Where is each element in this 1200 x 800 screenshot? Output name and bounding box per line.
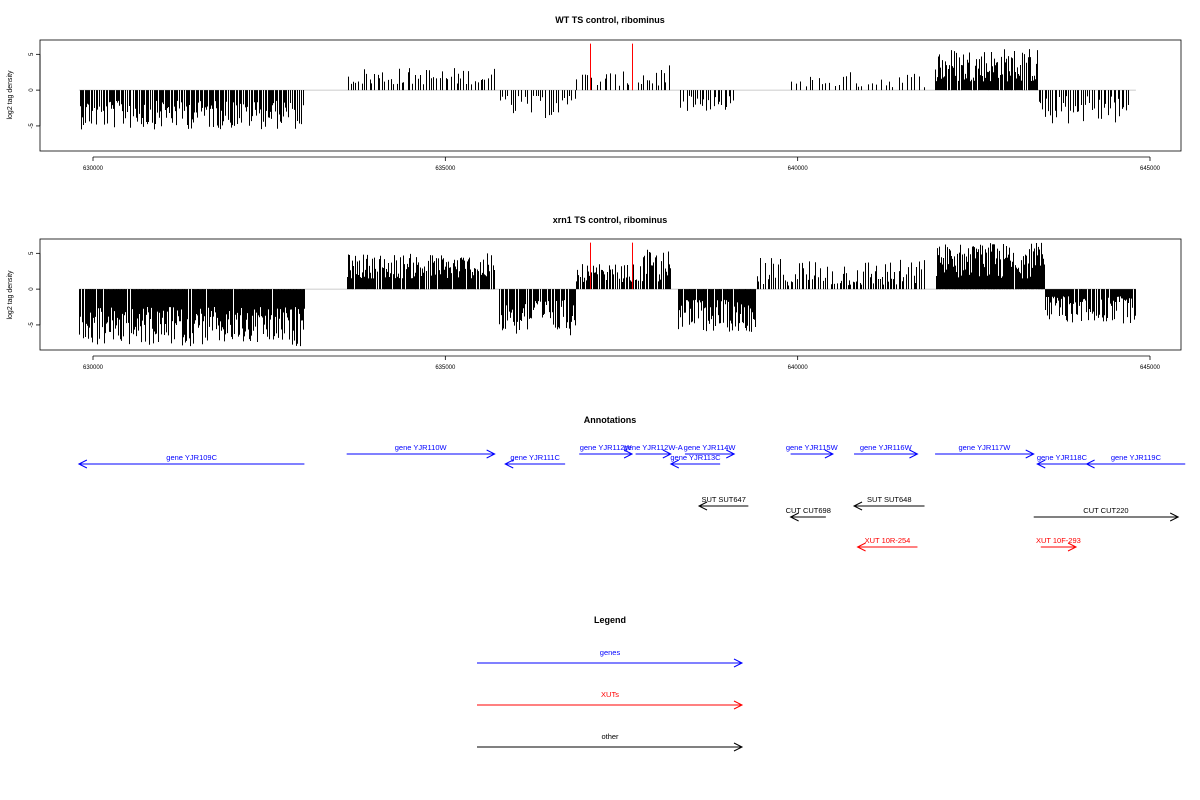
wt-y-axis-label: log2 tag density: [7, 70, 14, 120]
annotation-label: gene YJR112W: [580, 443, 633, 452]
x-tick-label: 635000: [435, 166, 456, 172]
xrn1-track-panel: xrn1 TS control, ribominus log2 tag dens…: [7, 215, 1182, 371]
annotation-arrow-arrowhead: [697, 501, 708, 511]
annotation-label: gene YJR115W: [786, 443, 839, 452]
wt-track-title: WT TS control, ribominus: [555, 15, 665, 25]
annotation-label: gene YJR116W: [860, 443, 913, 452]
legend-arrow-arrowhead: [733, 700, 744, 710]
legend-label: genes: [600, 648, 621, 657]
wt-axes: -5 0 5 630000 635000 640000 645000: [29, 52, 1161, 172]
annotation-arrow-arrowhead: [623, 449, 634, 459]
annotation-label: gene YJR112W-A: [624, 443, 683, 452]
y-tick-label: 5: [29, 52, 35, 56]
x-tick-label: 645000: [1140, 166, 1161, 172]
annotation-feature: gene YJR113C: [669, 453, 721, 469]
y-tick-label: 0: [29, 287, 35, 291]
x-tick-label: 630000: [83, 166, 104, 172]
x-tick-label: 640000: [788, 166, 809, 172]
annotation-label: gene YJR113C: [670, 453, 721, 462]
legend-label: XUTs: [601, 690, 619, 699]
annotation-feature: gene YJR116W: [854, 443, 919, 459]
annotation-arrow-arrowhead: [789, 512, 799, 522]
annotation-arrow-arrowhead: [1169, 512, 1180, 522]
legend-entry: genes: [477, 648, 744, 668]
annotation-feature: gene YJR109C: [77, 453, 305, 469]
y-tick-label: -5: [29, 322, 35, 328]
annotation-label: CUT CUT220: [1083, 506, 1128, 515]
legend-entries: genes XUTs other: [477, 648, 744, 752]
annotation-arrow-arrowhead: [909, 449, 919, 459]
annotation-feature: gene YJR119C: [1085, 453, 1186, 469]
annotation-label: gene YJR111C: [510, 453, 560, 462]
legend-arrow-arrowhead: [733, 742, 744, 752]
annotation-feature: gene YJR114W: [684, 443, 737, 459]
annotation-label: gene YJR114W: [684, 443, 737, 452]
annotation-arrow-arrowhead: [486, 449, 496, 459]
annotation-label: gene YJR117W: [958, 443, 1011, 452]
annotation-feature: CUT CUT220: [1033, 506, 1180, 522]
y-tick-label: -5: [29, 123, 35, 129]
annotation-label: gene YJR109C: [166, 453, 217, 462]
legend-arrow-arrowhead: [733, 658, 744, 668]
annotations-title: Annotations: [584, 415, 637, 425]
xrn1-track-title: xrn1 TS control, ribominus: [553, 215, 668, 225]
annotation-arrow-arrowhead: [856, 542, 866, 552]
annotation-feature: gene YJR111C: [504, 453, 566, 469]
legend-entry: XUTs: [477, 690, 744, 710]
annotation-feature: gene YJR117W: [935, 443, 1035, 459]
wt-bars: [78, 43, 1136, 130]
annotation-arrow-arrowhead: [669, 459, 680, 469]
annotation-label: XUT 10F-293: [1036, 536, 1081, 545]
annotation-arrow-arrowhead: [504, 459, 514, 469]
y-tick-label: 0: [29, 88, 35, 92]
annotation-arrow-arrowhead: [1036, 459, 1046, 469]
annotation-feature: SUT SUT647: [697, 495, 749, 511]
annotation-label: gene YJR110W: [395, 443, 448, 452]
legend-panel: Legend genes XUTs other: [477, 615, 744, 752]
annotation-arrow-arrowhead: [852, 501, 863, 511]
annotation-label: CUT CUT698: [786, 506, 831, 515]
x-tick-label: 645000: [1140, 365, 1161, 371]
annotation-feature: gene YJR112W: [579, 443, 634, 459]
annotation-label: gene YJR119C: [1111, 453, 1162, 462]
annotation-arrow-arrowhead: [1025, 449, 1035, 459]
x-tick-label: 640000: [788, 365, 809, 371]
annotation-feature: gene YJR110W: [346, 443, 496, 459]
annotation-feature: gene YJR115W: [786, 443, 839, 459]
annotation-feature: XUT 10F-293: [1036, 536, 1081, 552]
annotation-arrow-arrowhead: [1067, 542, 1078, 552]
annotation-feature: gene YJR112W-A: [624, 443, 683, 459]
x-tick-label: 630000: [83, 365, 104, 371]
legend-label: other: [601, 732, 619, 741]
legend-title: Legend: [594, 615, 626, 625]
y-tick-label: 5: [29, 251, 35, 255]
annotation-feature: XUT 10R-254: [856, 536, 918, 552]
annotation-feature: gene YJR118C: [1036, 453, 1088, 469]
annotation-arrow-arrowhead: [77, 459, 88, 469]
annotation-feature: SUT SUT648: [852, 495, 925, 511]
legend-entry: other: [477, 732, 744, 752]
annotation-features: gene YJR109C gene YJR110W gene YJR111C gene…: [77, 443, 1186, 552]
annotation-label: SUT SUT648: [867, 495, 911, 504]
annotation-label: SUT SUT647: [701, 495, 745, 504]
annotation-arrow-arrowhead: [726, 449, 736, 459]
annotation-arrow-arrowhead: [1085, 459, 1095, 469]
annotation-arrow-arrowhead: [824, 449, 835, 459]
annotation-arrow-arrowhead: [662, 449, 672, 459]
x-tick-label: 635000: [435, 365, 456, 371]
annotation-feature: CUT CUT698: [786, 506, 831, 522]
xrn1-axes: -5 0 5 630000 635000 640000 645000: [29, 251, 1161, 371]
annotation-label: gene YJR118C: [1037, 453, 1088, 462]
wt-track-panel: WT TS control, ribominus log2 tag densit…: [7, 15, 1182, 172]
xrn1-y-axis-label: log2 tag density: [7, 270, 14, 320]
xrn1-bars: [78, 242, 1136, 347]
annotation-label: XUT 10R-254: [865, 536, 911, 545]
